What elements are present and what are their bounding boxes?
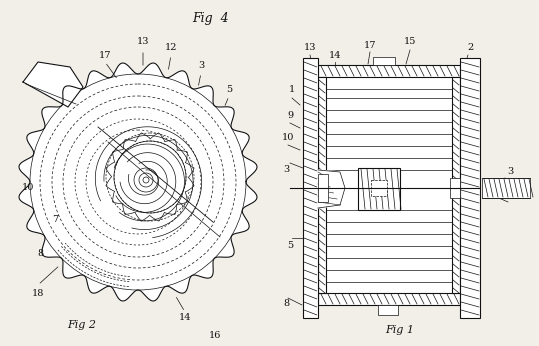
- Text: Fig 2: Fig 2: [67, 320, 96, 330]
- Text: 17: 17: [364, 40, 376, 49]
- Bar: [326, 77, 452, 293]
- Bar: [318, 293, 460, 305]
- Text: 17: 17: [99, 51, 111, 60]
- Text: 18: 18: [384, 124, 396, 133]
- Text: 7: 7: [52, 216, 58, 225]
- Text: 9: 9: [287, 110, 293, 119]
- Text: Fig 1: Fig 1: [385, 325, 414, 335]
- Text: 12: 12: [338, 264, 351, 273]
- Text: 8: 8: [283, 299, 289, 308]
- Bar: [371, 180, 387, 196]
- Text: 16: 16: [209, 331, 221, 340]
- Text: 18: 18: [32, 289, 44, 298]
- Text: 13: 13: [304, 44, 316, 53]
- Text: 5: 5: [226, 85, 232, 94]
- Text: 3: 3: [283, 165, 289, 174]
- Bar: [482, 178, 530, 198]
- Polygon shape: [106, 133, 194, 221]
- Circle shape: [30, 74, 246, 290]
- Text: 5: 5: [287, 240, 293, 249]
- Bar: [450, 178, 460, 198]
- Text: 10: 10: [282, 134, 294, 143]
- Text: Fig  4: Fig 4: [192, 12, 229, 25]
- Bar: [378, 305, 398, 315]
- Polygon shape: [19, 63, 257, 301]
- Text: 9: 9: [160, 154, 166, 163]
- Text: 2: 2: [467, 44, 473, 53]
- Text: 7: 7: [385, 193, 391, 202]
- Bar: [318, 65, 460, 77]
- Text: 3: 3: [507, 167, 513, 176]
- Bar: [373, 57, 395, 65]
- Text: 10: 10: [22, 183, 34, 192]
- Bar: [452, 77, 460, 293]
- Bar: [318, 174, 328, 202]
- Text: 12: 12: [165, 44, 177, 53]
- Text: 14: 14: [329, 51, 341, 60]
- Text: 8: 8: [37, 248, 43, 257]
- Bar: [303, 58, 318, 318]
- Text: 6: 6: [442, 236, 448, 245]
- Text: 15: 15: [404, 37, 416, 46]
- Text: 14: 14: [179, 313, 191, 322]
- Text: 11: 11: [324, 189, 336, 198]
- Text: 4: 4: [510, 191, 516, 200]
- Text: 1: 1: [289, 85, 295, 94]
- Polygon shape: [318, 170, 345, 208]
- Text: 3: 3: [198, 62, 204, 71]
- Bar: [358, 168, 400, 210]
- Polygon shape: [23, 62, 83, 107]
- Bar: [318, 77, 326, 293]
- Bar: [460, 58, 480, 318]
- Text: 13: 13: [137, 37, 149, 46]
